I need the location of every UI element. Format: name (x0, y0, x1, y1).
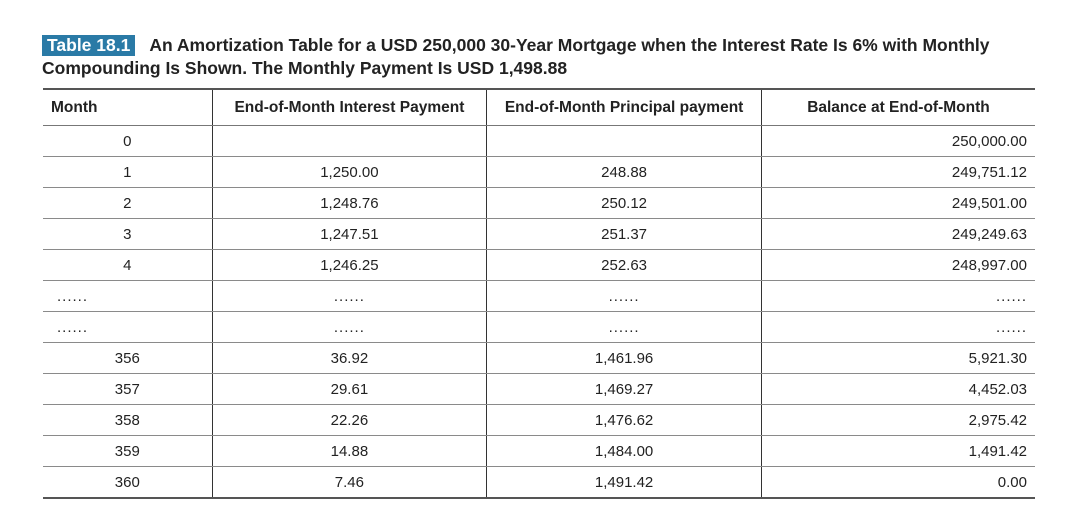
cell-principal: ...... (486, 311, 762, 343)
cell-principal: 1,469.27 (486, 373, 762, 405)
cell-principal: 1,491.42 (486, 466, 762, 499)
cell-interest: 7.46 (211, 466, 487, 499)
amortization-table: Month End-of-Month Interest Payment End-… (43, 88, 1035, 499)
cell-month: 3 (43, 218, 213, 250)
cell-interest (211, 125, 487, 157)
cell-balance: 250,000.00 (760, 125, 1035, 157)
table-row: 3 1,247.51 251.37 249,249.63 (43, 218, 1035, 250)
cell-principal: 252.63 (486, 249, 762, 281)
cell-month: 359 (43, 435, 213, 467)
cell-interest: 1,247.51 (211, 218, 487, 250)
table-header-row: Month End-of-Month Interest Payment End-… (43, 88, 1035, 126)
column-header-interest: End-of-Month Interest Payment (211, 88, 487, 126)
cell-month: 357 (43, 373, 213, 405)
ellipsis-row: ...... ...... ...... ...... (43, 311, 1035, 343)
table-title: An Amortization Table for a USD 250,000 … (42, 35, 990, 78)
cell-interest: ...... (211, 280, 487, 312)
cell-month: 358 (43, 404, 213, 436)
cell-balance: 2,975.42 (760, 404, 1035, 436)
cell-balance: 248,997.00 (760, 249, 1035, 281)
cell-principal: 250.12 (486, 187, 762, 219)
cell-interest: 22.26 (211, 404, 487, 436)
table-caption: Table 18.1 An Amortization Table for a US… (42, 34, 1032, 80)
cell-balance: 4,452.03 (760, 373, 1035, 405)
table-row: 356 36.92 1,461.96 5,921.30 (43, 342, 1035, 374)
cell-interest: 1,248.76 (211, 187, 487, 219)
table-row: 358 22.26 1,476.62 2,975.42 (43, 404, 1035, 436)
cell-principal: ...... (486, 280, 762, 312)
cell-principal: 251.37 (486, 218, 762, 250)
cell-principal: 1,476.62 (486, 404, 762, 436)
table-row: 1 1,250.00 248.88 249,751.12 (43, 156, 1035, 188)
cell-month: 360 (43, 466, 213, 499)
table-row: 0 250,000.00 (43, 125, 1035, 157)
cell-principal: 1,461.96 (486, 342, 762, 374)
cell-balance: ...... (760, 280, 1035, 312)
cell-balance: 249,751.12 (760, 156, 1035, 188)
cell-month: ...... (43, 280, 213, 312)
cell-interest: ...... (211, 311, 487, 343)
cell-month: 356 (43, 342, 213, 374)
cell-balance: 249,249.63 (760, 218, 1035, 250)
cell-principal: 1,484.00 (486, 435, 762, 467)
table-row: 4 1,246.25 252.63 248,997.00 (43, 249, 1035, 281)
cell-interest: 14.88 (211, 435, 487, 467)
table-row: 2 1,248.76 250.12 249,501.00 (43, 187, 1035, 219)
column-header-balance: Balance at End-of-Month (760, 88, 1035, 126)
cell-month: 1 (43, 156, 213, 188)
table-row: 357 29.61 1,469.27 4,452.03 (43, 373, 1035, 405)
cell-balance: 249,501.00 (760, 187, 1035, 219)
column-header-month: Month (43, 88, 213, 126)
table-row: 360 7.46 1,491.42 0.00 (43, 466, 1035, 499)
ellipsis-row: ...... ...... ...... ...... (43, 280, 1035, 312)
cell-balance: 5,921.30 (760, 342, 1035, 374)
cell-balance: 0.00 (760, 466, 1035, 499)
column-header-principal: End-of-Month Principal payment (486, 88, 762, 126)
cell-interest: 29.61 (211, 373, 487, 405)
cell-principal (486, 125, 762, 157)
cell-balance: ...... (760, 311, 1035, 343)
cell-month: ...... (43, 311, 213, 343)
cell-month: 4 (43, 249, 213, 281)
table-number-tag: Table 18.1 (42, 35, 136, 56)
table-row: 359 14.88 1,484.00 1,491.42 (43, 435, 1035, 467)
cell-principal: 248.88 (486, 156, 762, 188)
cell-month: 2 (43, 187, 213, 219)
cell-interest: 36.92 (211, 342, 487, 374)
cell-month: 0 (43, 125, 213, 157)
cell-interest: 1,246.25 (211, 249, 487, 281)
cell-balance: 1,491.42 (760, 435, 1035, 467)
cell-interest: 1,250.00 (211, 156, 487, 188)
